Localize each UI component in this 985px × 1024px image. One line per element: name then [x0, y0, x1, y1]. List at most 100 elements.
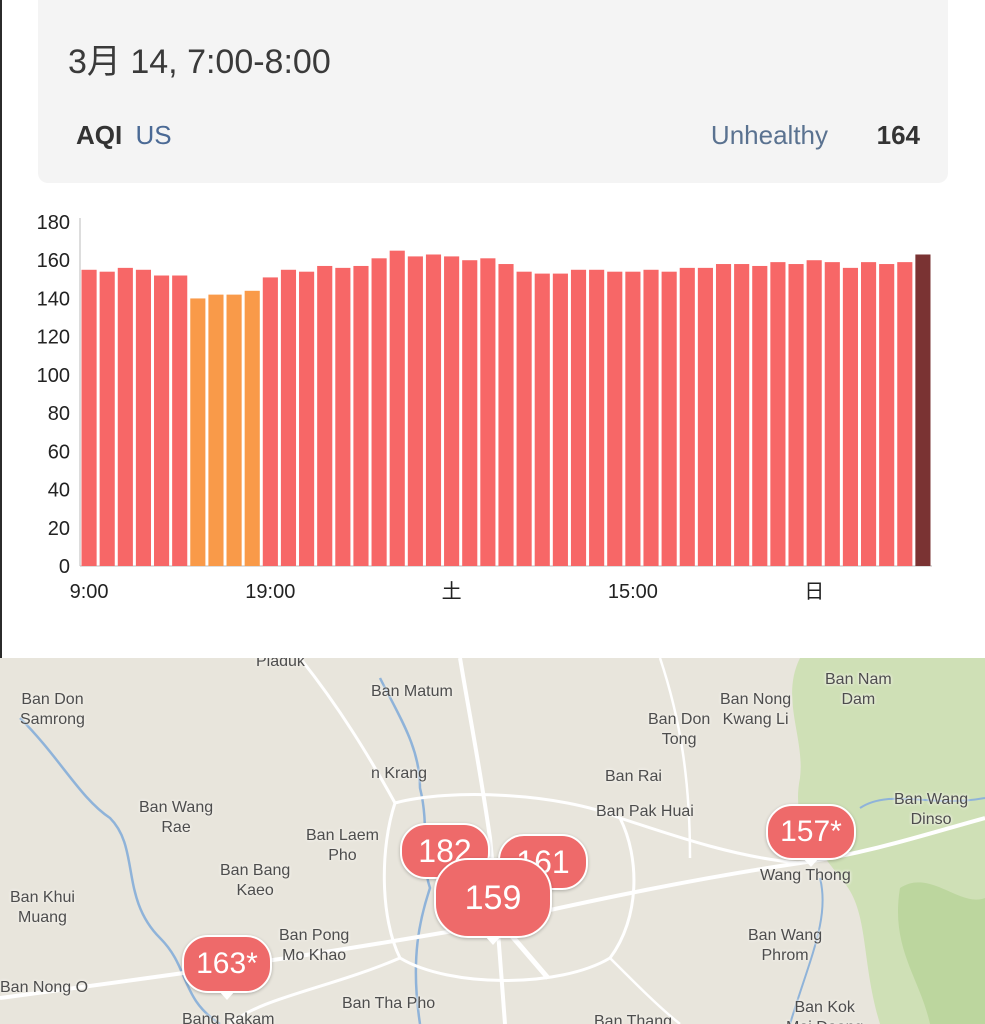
place-ban-don-tong: Ban Don Tong [648, 711, 711, 748]
aqi-row: AQI US Unhealthy 164 [76, 120, 920, 151]
aqi-standard-link[interactable]: US [135, 120, 172, 150]
chart-bar[interactable] [715, 264, 732, 566]
forest-area-2 [897, 882, 985, 1024]
place-ban-pak-huai: Ban Pak Huai [596, 803, 694, 820]
aqi-marker-163[interactable]: 163* [182, 935, 272, 1000]
chart-bar[interactable] [752, 265, 768, 566]
y-tick-label: 140 [37, 288, 70, 310]
chart-bar[interactable] [534, 273, 550, 566]
y-tick-label: 100 [37, 365, 70, 387]
place-krang: n Krang [371, 765, 428, 782]
chart-bar[interactable] [190, 298, 206, 566]
chart-bar[interactable] [734, 264, 750, 566]
chart-bar[interactable] [879, 264, 895, 566]
chart-bar[interactable] [172, 275, 188, 566]
place-ban-nong-kwang-li: Ban Nong Kwang Li [720, 691, 792, 728]
place-ban-pong-mo-khao: Ban Pong Mo Khao [279, 927, 350, 964]
place-ban-nam-dam: Ban Nam Dam [825, 671, 892, 708]
chart-bar[interactable] [589, 269, 605, 566]
chart-bar[interactable] [625, 271, 641, 566]
aqi-marker-157[interactable]: 157* [766, 804, 856, 867]
place-ban-don-samrong: Ban Don Samrong [20, 691, 85, 728]
road-sw [229, 956, 401, 1024]
selected-time-range: 3月 14, 7:00-8:00 [68, 43, 331, 81]
place-ban-thang: Ban Thang [594, 1013, 672, 1024]
place-ban-tha-pho: Ban Tha Pho [342, 995, 436, 1012]
chart-bar[interactable] [335, 267, 351, 566]
chart-bar[interactable] [607, 271, 623, 566]
chart-bar[interactable] [262, 277, 278, 566]
chart-bar[interactable] [371, 258, 387, 566]
chart-bar[interactable] [444, 256, 460, 566]
chart-bar[interactable] [661, 271, 677, 566]
y-tick-label: 80 [48, 403, 70, 425]
chart-bar[interactable] [860, 262, 877, 566]
chart-bar[interactable] [643, 269, 659, 566]
chart-bar[interactable] [244, 290, 260, 566]
x-tick-label: 15:00 [608, 581, 658, 603]
road-ne [658, 658, 692, 859]
chart-bar[interactable] [208, 294, 224, 566]
chart-bar[interactable] [462, 260, 478, 566]
y-tick-label: 180 [37, 212, 70, 234]
chart-bar[interactable] [81, 269, 97, 566]
river-4 [859, 797, 985, 809]
y-tick-label: 20 [48, 518, 70, 540]
aqi-value: 164 [876, 120, 920, 150]
chart-bar-selected[interactable] [915, 254, 931, 567]
road-east [619, 816, 801, 865]
chart-bar[interactable] [280, 269, 297, 566]
aqi-status: Unhealthy [710, 120, 828, 150]
selected-hour-card: 3月 14, 7:00-8:00 AQI US Unhealthy 164 [38, 0, 948, 183]
chart-bar[interactable] [389, 250, 405, 567]
left-edge-divider [0, 0, 2, 660]
chart-bar[interactable] [498, 264, 514, 566]
y-tick-label: 40 [48, 480, 70, 502]
road-west [298, 658, 397, 804]
chart-bar[interactable] [552, 273, 568, 566]
chart-bar[interactable] [788, 264, 804, 566]
chart-bar[interactable] [154, 275, 170, 566]
chart-bar[interactable] [842, 267, 858, 566]
chart-bar[interactable] [226, 294, 242, 566]
chart-bar[interactable] [770, 262, 786, 566]
x-tick-label: 9:00 [70, 581, 109, 603]
chart-bar[interactable] [806, 260, 822, 566]
y-tick-label: 0 [59, 556, 70, 578]
place-pladuk: Pladuk [256, 658, 305, 670]
chart-bar[interactable] [425, 254, 442, 567]
x-tick-label: 日 [804, 581, 824, 603]
hourly-aqi-chart[interactable]: 180 160 140 120 100 80 60 40 20 0 9:00 19:00 土 15:00 日 [0, 200, 985, 620]
place-ban-wang-phrom: Ban Wang Phrom [748, 927, 823, 964]
chart-bar[interactable] [317, 265, 333, 566]
chart-bar[interactable] [353, 265, 369, 566]
place-ban-khui-muang: Ban Khui Muang [10, 889, 75, 926]
aqi-marker-159[interactable]: 159 [434, 858, 552, 945]
map-base [0, 658, 985, 1024]
place-ban-bang-kaeo: Ban Bang Kaeo [220, 862, 291, 899]
place-wang-thong: Wang Thong [760, 867, 851, 884]
chart-bar[interactable] [407, 256, 423, 566]
river-3 [789, 877, 824, 1024]
x-tick-label: 土 [442, 580, 462, 603]
chart-bar[interactable] [135, 269, 152, 566]
chart-bar[interactable] [697, 267, 713, 566]
chart-bar[interactable] [480, 258, 496, 566]
chart-bar[interactable] [897, 262, 913, 566]
chart-bar[interactable] [99, 271, 115, 566]
chart-bar[interactable] [679, 267, 695, 566]
chart-bar[interactable] [516, 271, 532, 566]
chart-bar[interactable] [570, 269, 587, 566]
place-ban-matum: Ban Matum [371, 683, 453, 700]
chart-bar[interactable] [824, 262, 840, 566]
aqi-map[interactable]: Pladuk Ban Matum Ban Don Samrong Ban Non… [0, 658, 985, 1024]
hourly-aqi-chart-svg[interactable]: 180 160 140 120 100 80 60 40 20 09:00 19:00 土 15:00 日 [0, 200, 985, 620]
chart-bar[interactable] [299, 271, 315, 566]
y-tick-label: 60 [48, 441, 70, 463]
place-ban-wang-rae: Ban Wang Rae [139, 799, 214, 836]
place-ban-rai: Ban Rai [605, 768, 662, 785]
aqi-label: AQI [76, 120, 123, 150]
chart-bar[interactable] [117, 267, 133, 566]
place-ban-laem-pho: Ban Laem Pho [306, 827, 379, 864]
place-ban-kok-mai-daeng: Ban Kok Mai Daeng [786, 999, 863, 1024]
